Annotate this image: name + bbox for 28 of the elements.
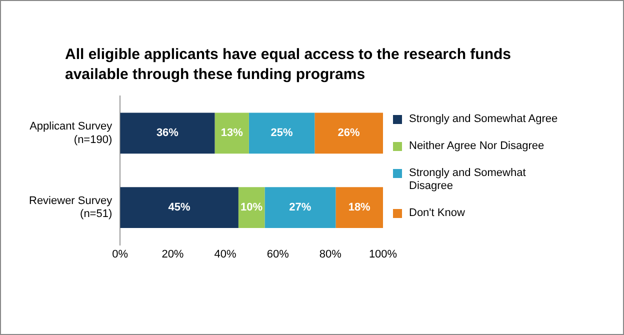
y-tick-label: Applicant Survey (n=190): [30, 120, 113, 146]
bar: [120, 187, 238, 228]
bar: [248, 112, 315, 154]
legend-label: Neither Agree Nor Disagree: [409, 140, 544, 153]
x-tick-label: 20%: [162, 248, 184, 260]
bar: [120, 112, 215, 154]
data-label: 13%: [220, 127, 244, 140]
x-tick-label: 60%: [266, 248, 290, 260]
data-label: 27%: [289, 202, 312, 214]
chart-title: All eligible applicants have equal access to the research funds available through these funding programs: [65, 45, 512, 85]
legend-label: Strongly and Somewhat Agree: [409, 113, 558, 126]
data-label: 45%: [168, 202, 191, 214]
data-label: 26%: [338, 127, 360, 140]
x-tick-label: 80%: [319, 248, 342, 260]
bar: [314, 112, 383, 154]
data-label: 18%: [348, 202, 371, 214]
y-tick-label: Reviewer Survey (n=51): [29, 195, 113, 220]
bar: [336, 187, 383, 228]
x-tick-label: 0%: [112, 248, 128, 260]
x-tick-label: 40%: [214, 248, 237, 260]
bar: [214, 112, 249, 154]
x-tick-label: 100%: [368, 248, 398, 260]
bar: [264, 187, 336, 228]
data-label: 25%: [270, 127, 294, 140]
data-label: 36%: [156, 127, 179, 140]
legend-label: Strongly and Somewhat Disagree: [409, 167, 527, 193]
legend-label: Don't Know: [409, 207, 465, 220]
data-label: 10%: [240, 202, 263, 214]
